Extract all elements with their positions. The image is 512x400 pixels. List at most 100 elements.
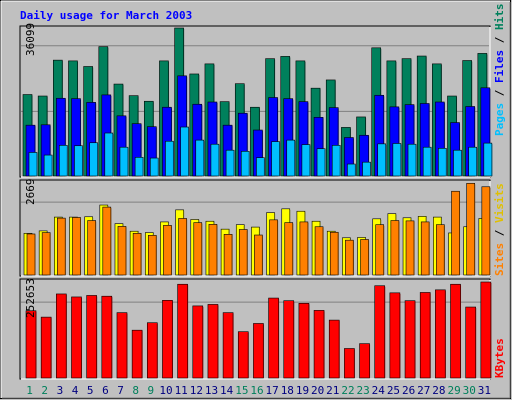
hits-files-pages-legend: Pages / Files / Hits — [493, 4, 506, 137]
bar-pages-day-11 — [180, 126, 189, 177]
day-label-9: 9 — [148, 384, 155, 397]
day-label-25: 25 — [387, 384, 400, 397]
sites-visits-panel — [19, 179, 491, 277]
bar-sites-day-5 — [87, 220, 96, 276]
day-label-19: 19 — [296, 384, 309, 397]
bar-sites-day-19 — [299, 221, 309, 276]
bar-sites-day-3 — [57, 217, 66, 276]
bar-sites-day-23 — [360, 239, 369, 276]
day-label-1: 1 — [26, 384, 33, 397]
bar-pages-day-10 — [165, 140, 174, 177]
chart-title: Daily usage for March 2003 — [20, 9, 192, 22]
bar-sites-day-10 — [163, 225, 172, 276]
bar-sites-day-24 — [375, 224, 385, 276]
bar-sites-day-29 — [451, 190, 460, 276]
bar-pages-day-12 — [195, 139, 205, 177]
bar-sites-day-13 — [208, 224, 218, 276]
day-label-10: 10 — [159, 384, 172, 397]
bar-pages-day-21 — [331, 145, 341, 177]
bar-kbytes-day-29 — [450, 283, 461, 379]
bar-kbytes-day-26 — [404, 300, 416, 379]
bar-kbytes-day-14 — [222, 312, 234, 379]
day-label-16: 16 — [250, 384, 263, 397]
day-axis-labels: 1 2 3 4 5 6 7 8 9 10 11 12 13 14 15 16 17 18 19 20 21 22 23 24 2… — [26, 384, 491, 397]
sites-visits-legend: Sites / Visits — [493, 183, 506, 276]
bar-pages-day-22 — [347, 163, 356, 177]
bar-pages-day-19 — [301, 144, 311, 177]
bar-pages-day-31 — [483, 142, 493, 177]
bar-pages-day-27 — [422, 146, 432, 177]
bar-sites-day-20 — [314, 226, 324, 276]
bar-pages-day-13 — [210, 143, 220, 177]
bar-sites-day-26 — [405, 220, 415, 276]
bar-kbytes-day-2 — [40, 316, 52, 379]
day-label-22: 22 — [341, 384, 354, 397]
day-label-4: 4 — [72, 384, 79, 397]
day-label-17: 17 — [266, 384, 279, 397]
legend-separator: / — [493, 83, 506, 103]
bar-kbytes-day-1 — [25, 310, 37, 379]
bar-pages-day-5 — [89, 142, 98, 177]
bar-sites-day-8 — [132, 232, 142, 276]
day-label-24: 24 — [372, 384, 386, 397]
bar-kbytes-day-31 — [480, 281, 492, 379]
bar-kbytes-day-15 — [237, 331, 249, 379]
day-label-31: 31 — [478, 384, 491, 397]
day-label-21: 21 — [326, 384, 339, 397]
bar-sites-day-27 — [420, 221, 430, 276]
day-label-11: 11 — [175, 384, 188, 397]
bar-kbytes-day-30 — [465, 306, 476, 379]
bar-pages-day-18 — [286, 139, 296, 177]
bar-sites-day-2 — [41, 232, 51, 276]
day-label-20: 20 — [311, 384, 324, 397]
bar-sites-day-4 — [72, 217, 81, 276]
hits-axis-max-label: 36099 — [24, 23, 37, 56]
bar-kbytes-day-6 — [101, 295, 113, 379]
bar-pages-day-2 — [43, 154, 53, 177]
day-label-15: 15 — [235, 384, 248, 397]
legend-separator: / — [493, 30, 506, 50]
bar-kbytes-day-12 — [192, 305, 204, 379]
legend-files: Files — [493, 50, 506, 83]
bar-sites-day-9 — [147, 235, 157, 276]
bar-kbytes-day-28 — [435, 289, 446, 379]
day-label-3: 3 — [57, 384, 64, 397]
bar-pages-day-25 — [392, 143, 402, 177]
bar-pages-day-30 — [468, 146, 477, 177]
bar-pages-day-1 — [28, 152, 38, 177]
bar-kbytes-day-22 — [344, 348, 355, 379]
bar-kbytes-day-11 — [177, 283, 188, 379]
bar-sites-day-1 — [26, 233, 36, 276]
bar-sites-day-16 — [254, 234, 263, 276]
bar-kbytes-day-20 — [313, 310, 325, 379]
day-label-30: 30 — [463, 384, 476, 397]
bar-kbytes-day-19 — [298, 302, 310, 379]
bar-pages-day-20 — [316, 148, 326, 177]
day-label-26: 26 — [402, 384, 415, 397]
bar-kbytes-day-18 — [283, 300, 295, 379]
day-label-7: 7 — [117, 384, 124, 397]
bar-pages-day-15 — [240, 151, 250, 177]
visits-axis-max-label: 2669 — [24, 179, 37, 206]
day-label-12: 12 — [190, 384, 203, 397]
bar-kbytes-day-24 — [374, 285, 386, 379]
bar-pages-day-14 — [225, 149, 235, 177]
legend-pages: Pages — [493, 103, 506, 136]
day-label-23: 23 — [357, 384, 370, 397]
bar-sites-day-7 — [117, 226, 127, 276]
day-label-28: 28 — [432, 384, 445, 397]
bar-kbytes-day-9 — [146, 322, 158, 379]
bar-kbytes-day-27 — [419, 292, 431, 379]
day-label-27: 27 — [417, 384, 430, 397]
bar-sites-day-14 — [223, 234, 233, 276]
bar-pages-day-26 — [407, 143, 417, 177]
kbytes-panel — [19, 278, 492, 380]
day-label-13: 13 — [205, 384, 218, 397]
legend-sites: Sites — [493, 243, 506, 276]
bar-sites-day-15 — [238, 229, 248, 276]
legend-hits: Hits — [493, 4, 506, 31]
bar-sites-day-28 — [436, 224, 445, 276]
bar-pages-day-9 — [149, 157, 159, 177]
kbytes-axis-max-label: 252653 — [24, 278, 37, 318]
